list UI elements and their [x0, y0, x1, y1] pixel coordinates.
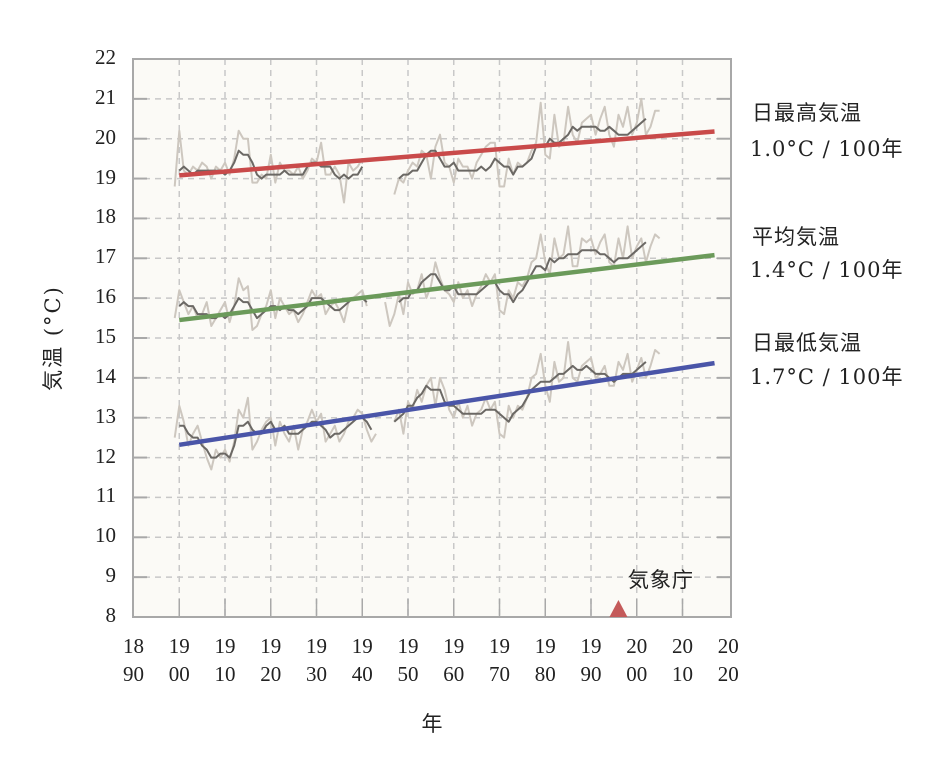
credit-jma: 気象庁	[628, 568, 694, 592]
legend-min-temp-name: 日最低気温	[752, 331, 862, 355]
x-tick-label: 19 60	[443, 634, 465, 686]
y-tick-label: 20	[95, 124, 116, 149]
x-tick-label: 19 40	[351, 634, 373, 686]
trend-line-2	[178, 360, 715, 448]
moving-avg-series-0	[178, 118, 647, 180]
trend-line-1	[178, 252, 715, 323]
legend-max-temp-name: 日最高気温	[752, 101, 862, 125]
x-tick-label: 19 80	[534, 634, 556, 686]
y-axis-label: 気温 (°C)	[41, 285, 65, 391]
legend-max-temp-trend: 1.0°C / 100年	[750, 137, 904, 161]
triangle-marker-icon	[609, 600, 628, 617]
y-tick-label: 12	[95, 443, 116, 468]
x-tick-label: 20 10	[672, 634, 693, 686]
x-tick-label: 19 30	[306, 634, 327, 686]
x-tick-label: 19 50	[397, 634, 419, 686]
y-tick-label: 14	[95, 363, 116, 388]
legend-mean-temp-trend: 1.4°C / 100年	[750, 258, 904, 282]
x-tick-label: 19 70	[489, 634, 510, 686]
x-axis-label: 年	[421, 712, 443, 736]
y-tick-label: 9	[105, 563, 117, 588]
y-tick-label: 13	[95, 403, 116, 428]
y-tick-label: 19	[95, 164, 116, 189]
x-tick-label: 19 10	[214, 634, 236, 686]
x-tick-label: 20 20	[717, 634, 739, 686]
y-tick-label: 22	[95, 45, 116, 69]
y-tick-label: 8	[105, 603, 117, 627]
y-tick-label: 15	[95, 324, 116, 348]
x-tick-label: 19 90	[580, 634, 602, 686]
legend-mean-temp-name: 平均気温	[752, 225, 840, 249]
trend-line-0	[179, 129, 715, 178]
y-tick-label: 11	[95, 483, 116, 508]
y-tick-label: 10	[95, 523, 116, 548]
x-tick-label: 20 00	[626, 634, 648, 686]
y-tick-label: 18	[95, 204, 116, 229]
legend-min-temp-trend: 1.7°C / 100年	[750, 365, 904, 389]
y-tick-label: 21	[95, 84, 116, 109]
y-tick-label: 17	[95, 244, 116, 269]
plot-border	[132, 58, 732, 618]
x-tick-label: 19 20	[260, 634, 282, 686]
x-tick-label: 18 90	[123, 634, 144, 686]
y-tick-label: 16	[95, 284, 116, 309]
x-tick-label: 19 00	[168, 634, 190, 686]
